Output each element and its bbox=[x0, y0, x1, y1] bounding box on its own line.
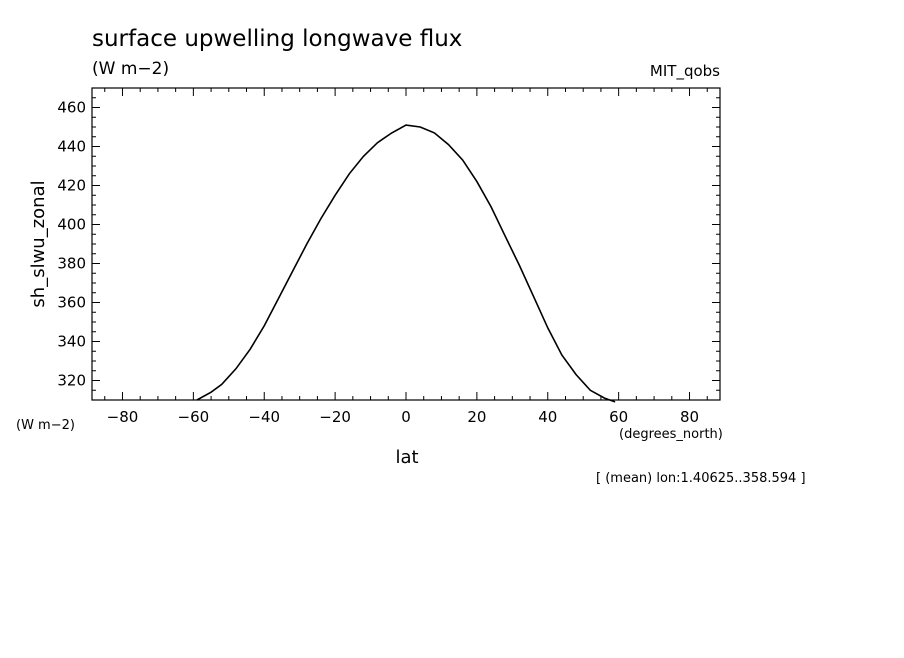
y-tick-label: 320 bbox=[57, 372, 86, 390]
y-tick-label: 380 bbox=[57, 255, 86, 273]
chart-units: (W m−2) bbox=[92, 59, 169, 79]
x-tick-label: 20 bbox=[467, 408, 486, 426]
y-tick-label: 400 bbox=[57, 216, 86, 234]
x-tick-labels: −80 −60 −40 −20 0 20 40 60 80 bbox=[107, 408, 699, 426]
y-tick-label: 360 bbox=[57, 294, 86, 312]
y-tick-label: 440 bbox=[57, 138, 86, 156]
chart-title: surface upwelling longwave flux bbox=[92, 26, 462, 52]
y-axis-label: sh_slwu_zonal bbox=[28, 180, 49, 307]
data-line bbox=[196, 124, 616, 403]
plot-frame bbox=[91, 87, 721, 401]
y-tick-labels: 320 340 360 380 400 420 440 460 bbox=[57, 99, 86, 390]
y-tick-label: 420 bbox=[57, 177, 86, 195]
x-tick-label: 0 bbox=[401, 408, 411, 426]
x-tick-label: 60 bbox=[609, 408, 628, 426]
x-tick-label: 80 bbox=[680, 408, 699, 426]
x-tick-label: −80 bbox=[107, 408, 139, 426]
x-tick-label: −40 bbox=[248, 408, 280, 426]
x-tick-label: −60 bbox=[178, 408, 210, 426]
y-axis-units: (W m−2) bbox=[16, 418, 75, 433]
y-tick-label: 460 bbox=[57, 99, 86, 117]
x-axis-label: lat bbox=[395, 447, 418, 468]
footnote: [ (mean) lon:1.40625..358.594 ] bbox=[596, 471, 806, 486]
x-tick-label: 40 bbox=[538, 408, 557, 426]
axis-ticks bbox=[92, 88, 720, 400]
model-label: MIT_qobs bbox=[650, 62, 720, 81]
x-axis-units: (degrees_north) bbox=[619, 427, 723, 442]
x-tick-label: −20 bbox=[319, 408, 351, 426]
y-tick-label: 340 bbox=[57, 333, 86, 351]
